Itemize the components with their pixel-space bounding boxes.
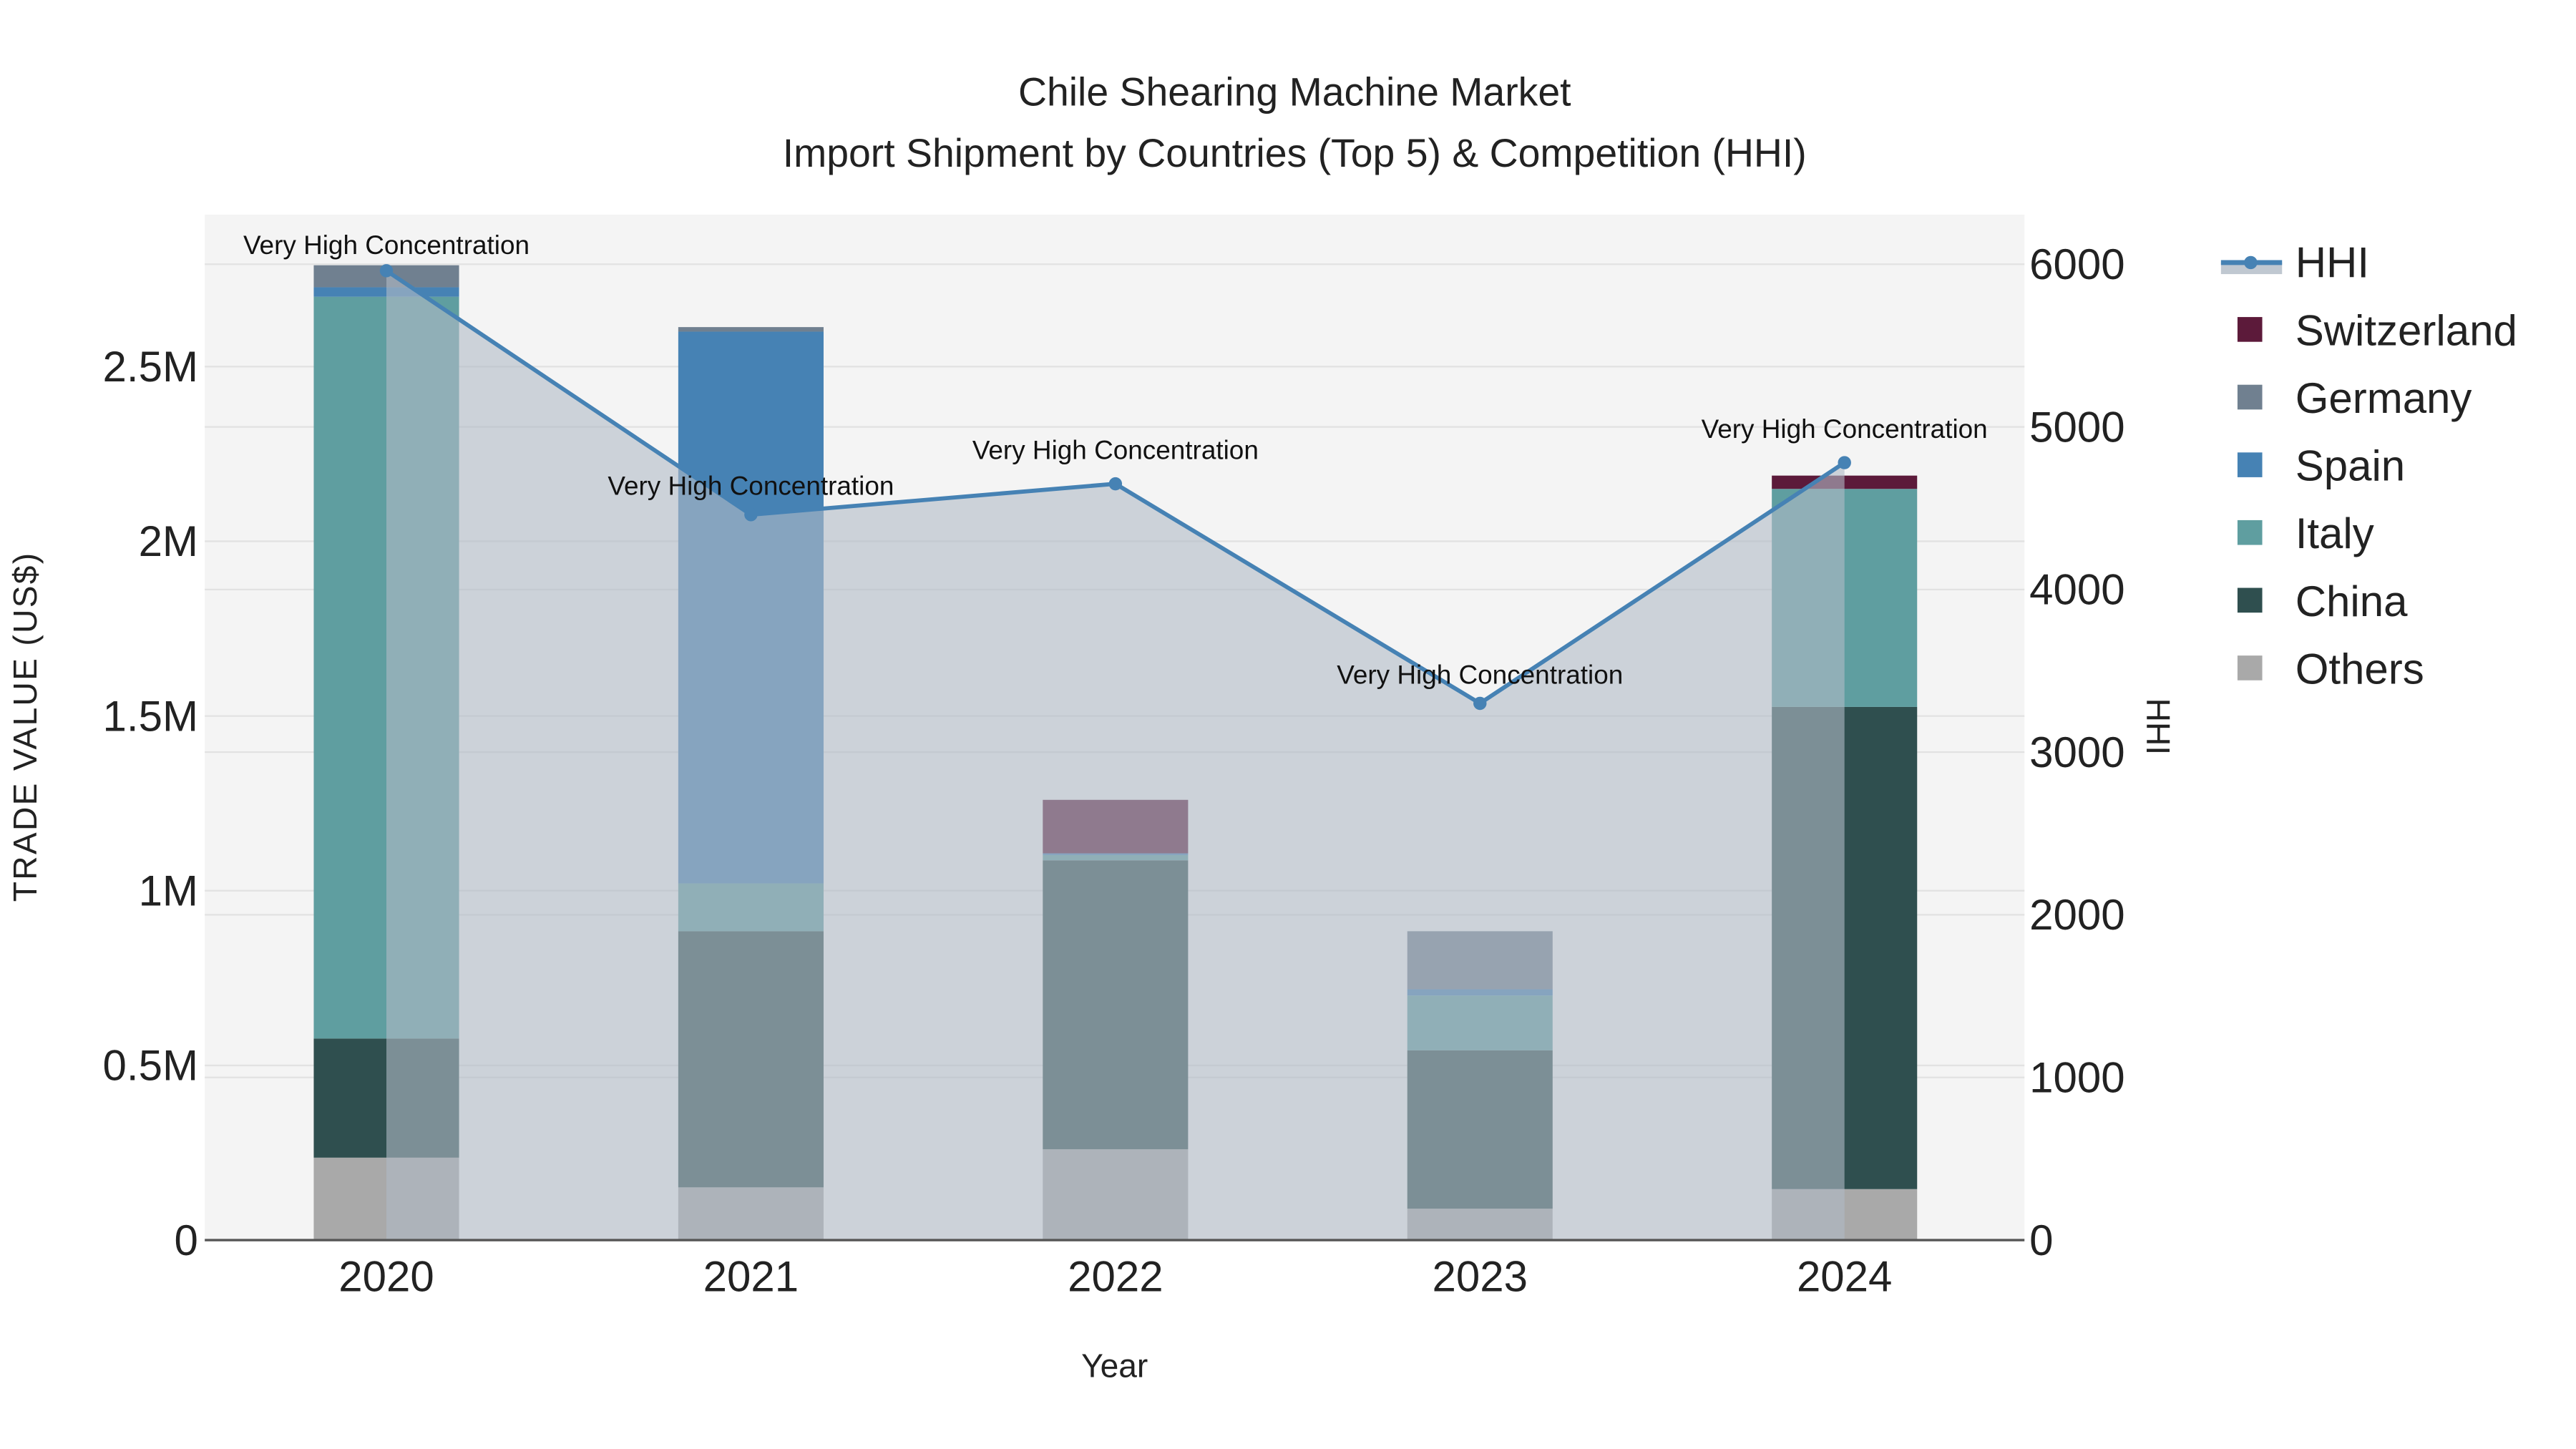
y2-tick-label: 1000 [2029,1054,2124,1102]
y-axis-label: TRADE VALUE (US$) [6,552,44,902]
legend-item-switzerland: Switzerland [2237,306,2517,354]
legend-swatch-hhi-marker [2244,255,2258,270]
legend-label: HHI [2296,239,2369,287]
y2-axis-ticks: 0 1000 2000 3000 4000 5000 6000 [2029,240,2124,1264]
legend-label: Switzerland [2296,306,2517,354]
y2-tick-label: 5000 [2029,403,2124,451]
legend-label: Germany [2296,374,2472,422]
y-tick-label: 1M [139,867,198,915]
legend-item-others: Others [2237,645,2424,693]
y2-tick-label: 2000 [2029,891,2124,939]
legend-label: China [2296,577,2408,625]
x-tick-label: 2021 [703,1253,799,1301]
y2-tick-label: 3000 [2029,728,2124,776]
legend-item-china: China [2237,577,2408,625]
y-tick-label: 2.5M [103,343,198,391]
legend: HHI Switzerland Germany Spain Italy China Othe… [2220,239,2517,693]
y-tick-label: 1.5M [103,692,198,740]
legend-swatch [2237,384,2263,410]
legend-swatch [2237,452,2263,477]
hhi-point-2021 [744,508,758,522]
legend-label: Spain [2296,442,2405,490]
hhi-point-2020 [379,264,394,278]
y-tick-label: 0.5M [103,1042,198,1090]
y2-tick-label: 6000 [2029,240,2124,288]
y2-tick-label: 0 [2029,1216,2053,1264]
hhi-annotation: Very High Concentration [972,435,1259,464]
y-axis-ticks: 0 0.5M 1M 1.5M 2M 2.5M [103,343,198,1264]
x-axis-ticks: 2020 2021 2022 2023 2024 [338,1253,1892,1301]
chart-title: Chile Shearing Machine Market [1018,70,1571,114]
legend-item-hhi: HHI [2220,239,2369,287]
x-tick-label: 2022 [1068,1253,1163,1301]
legend-swatch [2237,519,2263,545]
bar-germany-2021 [678,327,824,332]
hhi-point-2024 [1838,456,1851,469]
legend-item-germany: Germany [2237,374,2472,422]
y-tick-label: 0 [175,1216,198,1264]
legend-item-italy: Italy [2237,509,2374,557]
hhi-point-2023 [1473,696,1487,711]
hhi-annotation: Very High Concentration [1702,414,1988,444]
x-tick-label: 2023 [1433,1253,1528,1301]
hhi-point-2022 [1108,477,1123,491]
legend-item-spain: Spain [2237,442,2405,490]
legend-swatch [2237,655,2263,680]
hhi-annotation: Very High Concentration [1337,660,1623,689]
y2-tick-label: 4000 [2029,566,2124,614]
legend-swatch [2237,587,2263,613]
x-axis-label: Year [1081,1347,1148,1385]
y-tick-label: 2M [139,517,198,565]
hhi-annotation: Very High Concentration [608,472,894,501]
hhi-annotation: Very High Concentration [243,230,530,260]
y2-axis-label: HHI [2140,698,2177,755]
x-tick-label: 2020 [338,1253,434,1301]
hhi-series: Very High Concentration Very High Concent… [243,230,1988,1241]
chart-subtitle: Import Shipment by Countries (Top 5) & C… [783,131,1807,175]
legend-label: Italy [2296,509,2374,557]
x-tick-label: 2024 [1797,1253,1892,1301]
legend-swatch [2237,317,2263,342]
hhi-area [386,270,1845,1241]
legend-label: Others [2296,645,2424,693]
